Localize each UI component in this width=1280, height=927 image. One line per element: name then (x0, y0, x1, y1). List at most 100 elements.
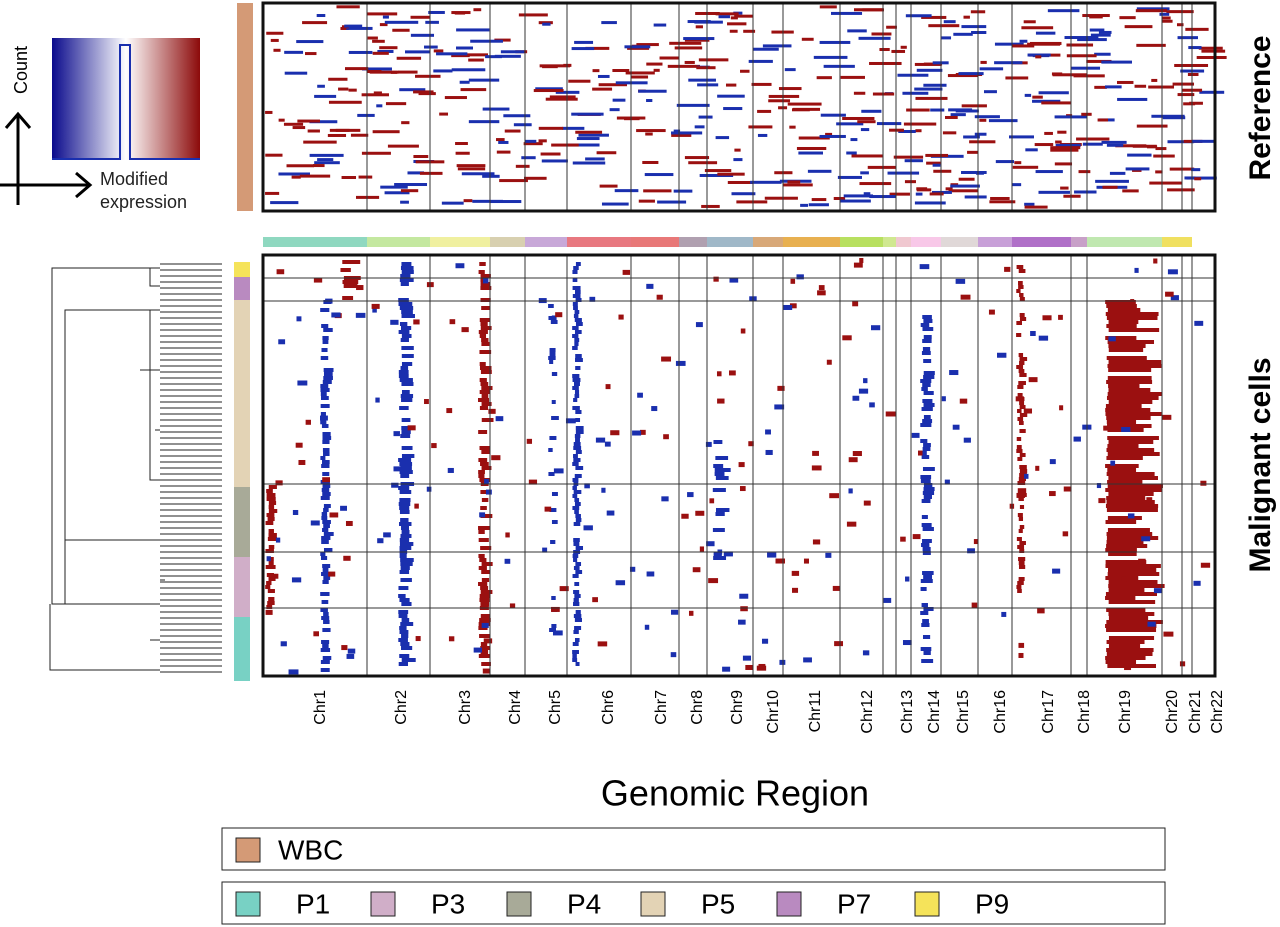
heatmap-cell (391, 482, 399, 488)
heatmap-cell (919, 264, 930, 270)
heatmap-cell (941, 36, 952, 40)
heatmap-cell (853, 262, 863, 268)
heatmap-cell (775, 558, 786, 564)
heatmap-cell (479, 512, 486, 518)
heatmap-cell (1153, 588, 1162, 594)
heatmap-cell (860, 128, 870, 132)
heatmap-cell (320, 404, 330, 408)
heatmap-cell (328, 77, 348, 81)
heatmap-cell (567, 143, 600, 147)
heatmap-cell (575, 518, 582, 522)
sample-legend-box (221, 881, 1166, 925)
heatmap-cell (1151, 114, 1185, 118)
heatmap-cell (574, 594, 581, 598)
heatmap-cell (912, 534, 921, 540)
heatmap-cell (551, 596, 556, 600)
heatmap-cell (322, 492, 331, 496)
heatmap-cell (1155, 170, 1163, 174)
heatmap-cell (401, 398, 413, 402)
heatmap-cell (601, 487, 606, 493)
heatmap-cell (819, 40, 851, 44)
heatmap-cell (717, 398, 725, 404)
heatmap-cell (401, 334, 412, 338)
heatmap-cell (270, 38, 279, 42)
heatmap-cell (401, 454, 415, 458)
heatmap-cell (574, 502, 581, 506)
heatmap-cell (1098, 30, 1112, 34)
heatmap-cell (742, 655, 752, 661)
heatmap-cell (478, 654, 491, 658)
heatmap-cell (575, 514, 581, 518)
heatmap-cell (995, 160, 1015, 164)
heatmap-cell (1019, 505, 1025, 509)
heatmap-cell (958, 177, 975, 181)
heatmap-cell (1106, 544, 1148, 548)
heatmap-cell (460, 88, 487, 92)
heatmap-cell (419, 171, 443, 175)
heatmap-cell (922, 571, 934, 575)
heatmap-cell (1019, 549, 1025, 553)
heatmap-cell (638, 89, 667, 93)
heatmap-cell (573, 454, 578, 458)
heatmap-cell (1106, 304, 1137, 308)
heatmap-cell (601, 202, 629, 206)
heatmap-cell (489, 200, 522, 204)
heatmap-cell (1165, 291, 1174, 297)
heatmap-cell (1057, 130, 1067, 134)
heatmap-cell (1105, 412, 1162, 416)
heatmap-cell (479, 446, 491, 450)
heatmap-cell (399, 510, 410, 514)
heatmap-cell (479, 350, 492, 354)
heatmap-cell (1094, 52, 1111, 56)
heatmap-cell (572, 386, 579, 390)
legend: WBC P1 P3 P4 P5 P7 P9 (235, 834, 1009, 919)
heatmap-cell (1183, 102, 1196, 106)
heatmap-cell (921, 659, 934, 663)
heatmap-cell (480, 298, 491, 302)
heatmap-cell (922, 383, 931, 387)
heatmap-cell (1017, 481, 1026, 485)
heatmap-cell (920, 439, 928, 443)
heatmap-cell (1132, 541, 1140, 547)
heatmap-cell (513, 123, 532, 127)
heatmap-cell (712, 488, 726, 492)
heatmap-cell (1077, 38, 1107, 42)
chromosome-segment (911, 237, 941, 247)
heatmap-cell (410, 33, 435, 37)
heatmap-cell (1027, 53, 1051, 57)
heatmap-cell (1107, 436, 1159, 440)
heatmap-cell (642, 160, 659, 164)
heatmap-cell (1017, 409, 1022, 413)
heatmap-cell (479, 262, 486, 266)
heatmap-cell (399, 554, 407, 558)
heatmap-cell (1019, 525, 1025, 529)
heatmap-cell (541, 159, 568, 163)
heatmap-cell (694, 125, 705, 129)
heatmap-cell (1108, 368, 1152, 372)
heatmap-cell (836, 122, 864, 126)
heatmap-cell (842, 335, 852, 341)
heatmap-cell (1017, 545, 1025, 549)
heatmap-cell (317, 158, 334, 162)
heatmap-cell (757, 133, 768, 137)
heatmap-cell (399, 522, 412, 526)
heatmap-cell (923, 319, 933, 323)
heatmap-cell (1106, 640, 1145, 644)
heatmap-cell (291, 175, 301, 179)
heatmap-cell (455, 263, 465, 269)
heatmap-cell (1041, 101, 1072, 105)
chromosome-segment (1162, 237, 1182, 247)
heatmap-cell (528, 479, 538, 485)
heatmap-cell (695, 322, 703, 328)
heatmap-cell (1019, 293, 1024, 297)
heatmap-cell (335, 128, 350, 132)
heatmap-cell (390, 319, 399, 325)
heatmap-cell (572, 286, 581, 290)
heatmap-cell (730, 16, 738, 20)
heatmap-cell (848, 488, 853, 494)
heatmap-cell (1189, 101, 1203, 105)
heatmap-cell (1016, 537, 1022, 541)
heatmap-cell (945, 187, 953, 191)
heatmap-cell (832, 585, 841, 591)
heatmap-cell (399, 498, 411, 502)
